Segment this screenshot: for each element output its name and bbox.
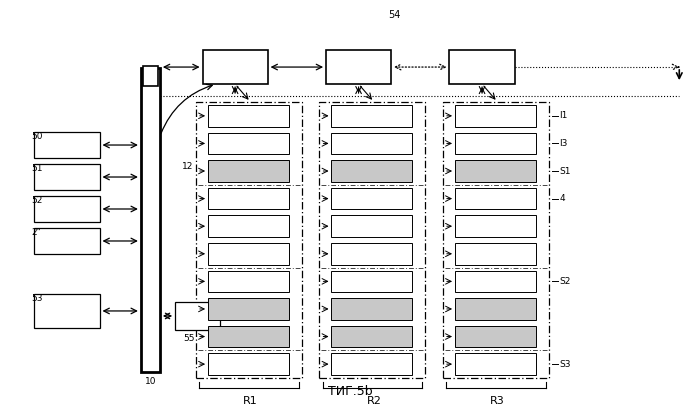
Bar [208,215,289,237]
Bar [332,133,412,154]
Bar [143,66,158,86]
Bar [208,105,289,126]
Text: 2": 2" [31,228,41,237]
Bar [175,302,220,330]
Bar [332,326,412,347]
Bar [326,50,391,84]
Bar [208,160,289,182]
Bar [455,298,536,320]
Bar [208,271,289,292]
Bar [208,298,289,320]
Bar [455,188,536,209]
Bar [34,228,99,254]
Bar [332,105,412,126]
Bar [208,188,289,209]
Bar [34,164,99,190]
Bar [332,215,412,237]
Bar [455,326,536,347]
Text: S1: S1 [559,166,570,175]
Bar [34,196,99,222]
Bar [455,215,536,237]
Text: S2: S2 [559,277,570,286]
Text: 52: 52 [31,196,43,205]
Bar [208,133,289,154]
Bar [455,353,536,375]
Bar [455,133,536,154]
Bar [141,68,160,372]
Text: 12: 12 [182,162,193,171]
Bar [455,243,536,264]
Bar [332,188,412,209]
Bar [332,271,412,292]
Bar [455,105,536,126]
Text: 4: 4 [559,194,565,203]
Bar [332,243,412,264]
Text: 50: 50 [31,132,43,141]
Bar [332,160,412,182]
Text: 53: 53 [31,294,43,303]
Text: S3: S3 [559,359,570,369]
Text: R1: R1 [243,396,258,406]
Bar [442,102,549,378]
Bar [208,326,289,347]
Bar [34,294,99,328]
Bar [332,298,412,320]
Bar [202,50,267,84]
Text: R3: R3 [490,396,505,406]
Text: I1: I1 [559,111,568,120]
Text: 55: 55 [183,334,195,343]
Bar [196,102,302,378]
Text: 10: 10 [146,377,157,386]
Bar [449,50,514,84]
Bar [332,353,412,375]
Bar [455,271,536,292]
Text: I3: I3 [559,139,568,148]
Text: ΤИГ.5b: ΤИГ.5b [328,385,372,398]
Bar [34,132,99,158]
Bar [319,102,426,378]
Text: 51: 51 [31,164,43,173]
Bar [208,353,289,375]
Text: R2: R2 [367,396,382,406]
Bar [208,243,289,264]
Bar [455,160,536,182]
Text: 54: 54 [389,10,401,20]
